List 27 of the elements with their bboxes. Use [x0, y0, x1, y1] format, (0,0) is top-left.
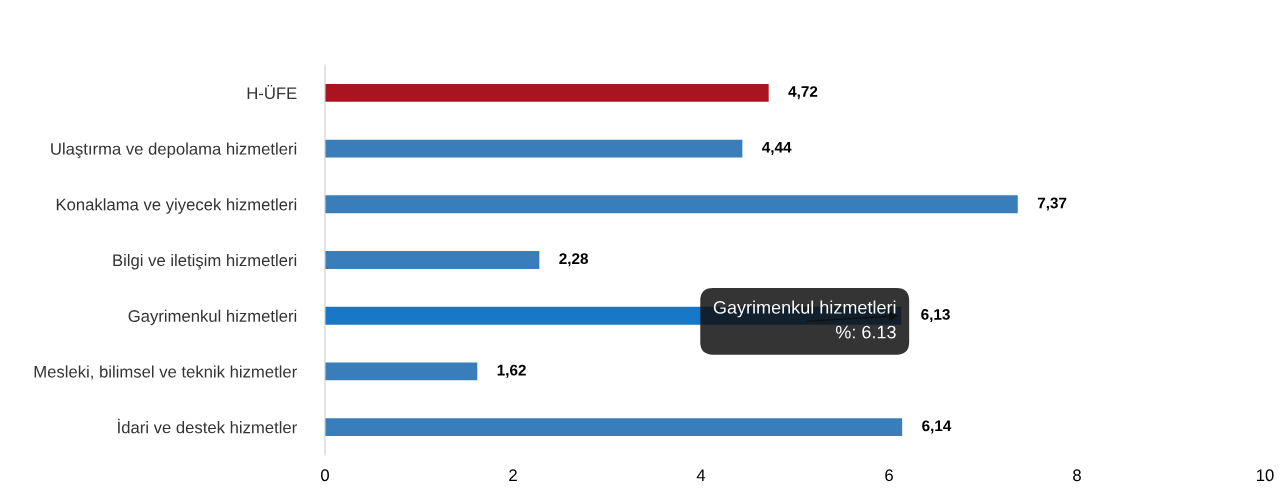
data-label: 2,28: [559, 253, 589, 267]
data-label: 6,14: [922, 420, 952, 434]
y-tick-label: Ulaştırma ve depolama hizmetleri: [51, 142, 297, 159]
bar: [325, 418, 903, 437]
x-tick-label: 10: [1257, 469, 1274, 482]
y-tick-label: Konaklama ve yiyecek hizmetleri: [56, 198, 297, 214]
y-tick-label: Mesleki, bilimsel ve teknik hizmetler: [34, 365, 297, 380]
data-label: 4,44: [762, 142, 792, 155]
data-label: 7,37: [1037, 197, 1067, 211]
bar: [325, 195, 1018, 214]
x-tick-label: 4: [696, 469, 706, 481]
y-tick-label: Bilgi ve iletişim hizmetleri: [113, 253, 297, 270]
y-tick-label: İdari ve destek hizmetler: [118, 418, 297, 434]
x-tick-label: 2: [509, 469, 517, 481]
bar: [325, 139, 743, 158]
bar: [325, 83, 769, 102]
y-tick-label: Gayrimenkul hizmetleri: [128, 309, 297, 326]
data-label: 6,13: [921, 309, 950, 323]
annotation: Gayrimenkul hizmetleri %: 6.13: [713, 300, 896, 339]
x-tick-label: 6: [885, 469, 893, 482]
x-tick-label: 0: [321, 469, 329, 482]
data-label: 4,72: [788, 86, 818, 100]
data-label: 1,62: [497, 364, 526, 378]
bar: [325, 362, 478, 381]
x-tick-label: 8: [1073, 469, 1081, 482]
bar: [325, 251, 540, 269]
y-tick-label: H-ÜFE: [247, 84, 297, 100]
